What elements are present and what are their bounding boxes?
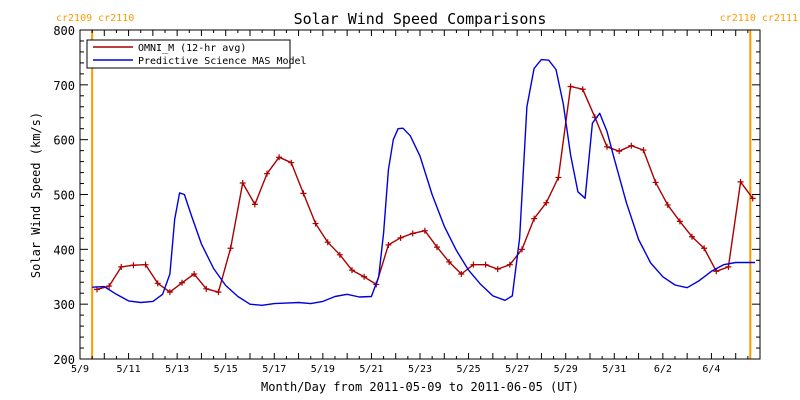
x-tick-label: 5/11 [117, 364, 141, 375]
chart-title: Solar Wind Speed Comparisons [294, 10, 547, 28]
data-point-omni [458, 271, 465, 278]
data-point-omni [312, 220, 319, 227]
data-point-omni [470, 261, 477, 268]
x-axis-label: Month/Day from 2011-05-09 to 2011-06-05 … [261, 380, 579, 394]
data-point-omni [604, 143, 610, 150]
data-point-omni [676, 218, 683, 225]
data-point-omni [749, 195, 756, 202]
y-tick-label: 500 [53, 189, 75, 203]
data-point-omni [446, 258, 453, 265]
data-point-omni [203, 285, 210, 292]
data-point-omni [179, 279, 185, 286]
y-tick-label: 600 [53, 134, 75, 148]
data-point-omni [118, 263, 125, 270]
data-point-omni [191, 271, 198, 278]
data-point-omni [385, 241, 392, 248]
data-point-omni [276, 154, 283, 161]
x-tick-label: 6/2 [654, 364, 672, 375]
x-tick-label: 5/29 [554, 364, 578, 375]
data-point-omni [397, 234, 404, 241]
plot-series [92, 58, 756, 306]
data-point-omni [640, 147, 647, 154]
data-point-omni [106, 283, 113, 290]
rotation-marker-label: cr2109 cr2110 [56, 13, 134, 24]
data-point-omni [227, 245, 234, 252]
data-point-omni [506, 261, 513, 268]
x-tick-label: 5/19 [311, 364, 335, 375]
data-point-omni [628, 142, 635, 149]
data-point-omni [531, 215, 538, 222]
y-axis: 200 300 400 500 600 700 800 [53, 24, 760, 367]
plot-frame [79, 29, 761, 360]
x-tick-label: 5/17 [262, 364, 286, 375]
data-point-omni [579, 86, 586, 93]
data-point-omni [361, 273, 368, 280]
data-point-omni [264, 170, 270, 177]
data-point-omni [664, 201, 671, 208]
data-point-omni [421, 227, 428, 234]
data-point-omni [555, 174, 562, 181]
legend: OMNI_M (12-hr avg) Predictive Science MA… [86, 39, 307, 69]
x-tick-label: 5/27 [505, 364, 529, 375]
data-point-omni [737, 178, 744, 185]
data-point-omni [142, 261, 149, 268]
x-tick-label: 6/4 [702, 364, 720, 375]
data-point-omni [482, 261, 489, 268]
data-point-omni [166, 289, 173, 296]
x-tick-label: 5/9 [71, 364, 89, 375]
data-point-omni [288, 159, 295, 166]
data-point-omni [251, 201, 258, 208]
x-tick-label: 5/31 [602, 364, 626, 375]
data-point-omni [324, 239, 331, 246]
data-point-omni [336, 251, 343, 258]
data-point-omni [409, 230, 416, 237]
data-point-omni [215, 289, 222, 296]
legend-label-mas: Predictive Science MAS Model [138, 56, 307, 67]
data-point-omni [567, 83, 574, 90]
data-point-omni [300, 190, 307, 197]
y-tick-label: 300 [53, 298, 75, 312]
rotation-marker-label: cr2110 cr2111 [720, 13, 798, 24]
series-line-mas [92, 58, 756, 306]
x-tick-label: 5/21 [359, 364, 383, 375]
y-tick-label: 800 [53, 24, 75, 38]
x-tick-label: 5/25 [457, 364, 481, 375]
y-tick-label: 400 [53, 243, 75, 257]
legend-box [86, 39, 291, 69]
data-point-omni [652, 179, 659, 186]
data-point-omni [616, 148, 623, 155]
x-tick-label: 5/23 [408, 364, 432, 375]
data-point-omni [154, 280, 161, 287]
data-point-omni [239, 179, 246, 186]
y-tick-label: 700 [53, 79, 75, 93]
data-point-omni [130, 262, 137, 269]
x-tick-label: 5/15 [214, 364, 238, 375]
data-point-omni [434, 244, 440, 251]
y-axis-label: Solar Wind Speed (km/s) [29, 112, 43, 278]
data-point-omni [543, 199, 550, 206]
data-point-omni [494, 266, 501, 273]
legend-label-omni: OMNI_M (12-hr avg) [138, 43, 246, 54]
data-point-omni [689, 233, 695, 240]
y-tick-label: 200 [53, 353, 75, 367]
x-tick-label: 5/13 [165, 364, 189, 375]
data-point-omni [725, 263, 732, 270]
data-point-omni [519, 246, 525, 253]
data-point-omni [349, 267, 355, 274]
data-point-omni [701, 245, 708, 252]
